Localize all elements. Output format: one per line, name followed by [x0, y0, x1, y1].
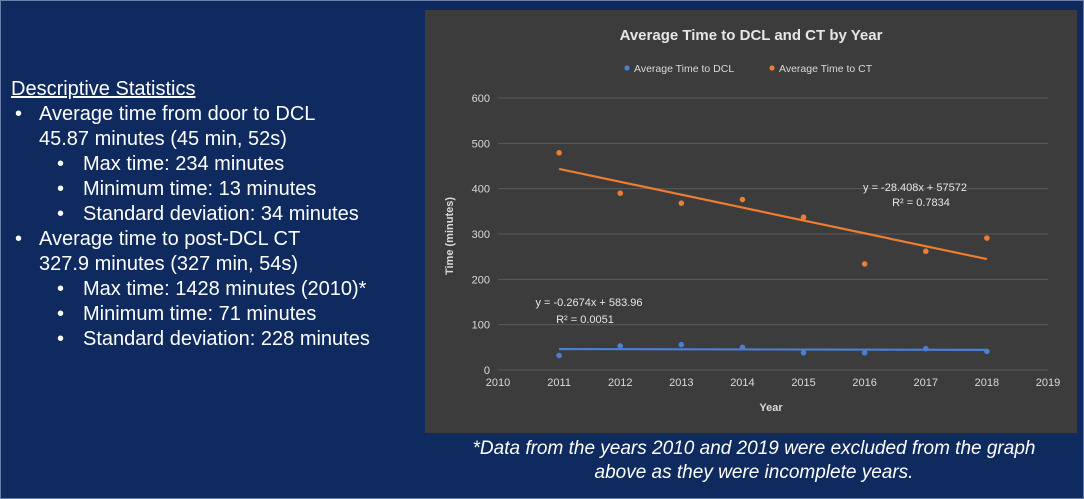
y-tick-100: 100	[472, 320, 490, 332]
footnote-line-2: above as they were incomplete years.	[594, 462, 914, 483]
trendlines	[558, 167, 988, 351]
gridlines	[498, 97, 1048, 371]
data-points	[556, 150, 990, 359]
x-tick-2011: 2011	[547, 377, 571, 389]
dcl-trend-equation: y = -0.2674x + 583.96	[535, 297, 642, 309]
chart-title: Average Time to DCL and CT by Year	[620, 27, 883, 44]
ct-point-2015	[800, 214, 807, 221]
y-tick-labels: 0 100 200 300 400 500 600	[472, 93, 490, 377]
y-tick-200: 200	[472, 274, 490, 286]
descriptive-statistics: Descriptive Statistics Average time from…	[11, 77, 421, 352]
dcl-point-2018	[984, 348, 990, 355]
footnote: *Data from the years 2010 and 2019 were …	[429, 437, 1079, 485]
ct-point-2011	[556, 150, 562, 156]
x-tick-2015: 2015	[791, 377, 815, 389]
dcl-average-value: 45.87 minutes (45 min, 52s)	[39, 128, 287, 150]
dcl-point-2014	[739, 344, 746, 351]
dcl-average-label: Average time from door to DCL	[11, 102, 421, 127]
legend-dcl-label: Average Time to DCL	[634, 63, 734, 75]
y-tick-0: 0	[484, 365, 490, 377]
ct-point-2016	[861, 261, 868, 267]
x-tick-labels: 2010 2011 2012 2013 2014 2015 2016 2017 2018 2019	[486, 377, 1060, 389]
y-tick-300: 300	[472, 229, 490, 241]
ct-point-2017	[922, 248, 929, 255]
x-tick-2018: 2018	[975, 377, 999, 389]
footnote-line-1: *Data from the years 2010 and 2019 were …	[472, 438, 1036, 459]
dcl-std-dev: Standard deviation: 34 minutes	[11, 202, 421, 227]
y-tick-500: 500	[472, 138, 490, 150]
x-tick-2016: 2016	[852, 377, 876, 389]
dcl-trendline	[559, 347, 987, 351]
ct-point-2012	[617, 190, 624, 196]
y-tick-600: 600	[472, 93, 490, 105]
dcl-point-2016	[861, 349, 868, 356]
stats-heading: Descriptive Statistics	[11, 78, 196, 100]
dcl-point-2011	[556, 352, 562, 359]
ct-point-2013	[678, 200, 685, 206]
x-tick-2013: 2013	[669, 377, 693, 389]
legend-ct-marker	[769, 65, 775, 71]
x-tick-2019: 2019	[1036, 377, 1060, 389]
dcl-point-2012	[617, 343, 624, 349]
ct-average-value: 327.9 minutes (327 min, 54s)	[39, 253, 299, 275]
y-tick-400: 400	[472, 184, 490, 196]
x-tick-2017: 2017	[914, 377, 938, 389]
dcl-trend-r2: R² = 0.0051	[556, 314, 614, 326]
chart-panel: Average Time to DCL and CT by Year Avera…	[425, 10, 1077, 433]
dcl-max-time: Max time: 234 minutes	[11, 152, 421, 177]
dcl-point-2017	[922, 345, 929, 352]
ct-point-2018	[984, 235, 990, 241]
ct-average-label: Average time to post-DCL CT	[11, 227, 421, 252]
dcl-point-2013	[678, 341, 685, 348]
legend-dcl-marker	[624, 65, 630, 71]
ct-max-time: Max time: 1428 minutes (2010)*	[11, 277, 421, 302]
dcl-point-2015	[800, 349, 807, 356]
ct-std-dev: Standard deviation: 228 minutes	[11, 327, 421, 352]
dcl-min-time: Minimum time: 13 minutes	[11, 177, 421, 202]
ct-point-2014	[739, 196, 746, 203]
x-axis-label: Year	[759, 402, 783, 414]
legend: Average Time to DCL Average Time to CT	[624, 63, 873, 75]
x-tick-2012: 2012	[608, 377, 632, 389]
ct-trend-r2: R² = 0.7834	[892, 197, 950, 209]
y-axis-label: Time (minutes)	[444, 197, 456, 275]
ct-trendline	[558, 167, 988, 261]
legend-ct-label: Average Time to CT	[779, 63, 873, 75]
x-tick-2010: 2010	[486, 377, 510, 389]
ct-min-time: Minimum time: 71 minutes	[11, 302, 421, 327]
time-by-year-chart: Average Time to DCL and CT by Year Avera…	[444, 27, 1060, 414]
x-tick-2014: 2014	[730, 377, 754, 389]
ct-trend-equation: y = -28.408x + 57572	[863, 182, 967, 194]
